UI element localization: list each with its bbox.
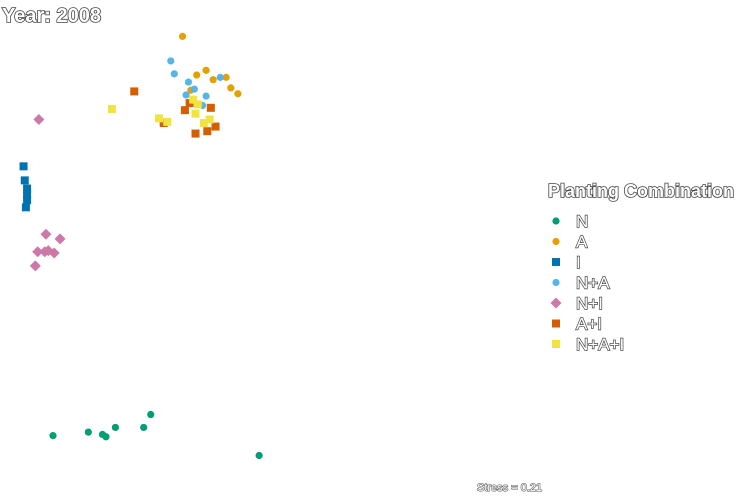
data-point bbox=[48, 247, 60, 259]
series-i bbox=[19, 162, 32, 212]
data-point bbox=[191, 129, 200, 138]
data-point bbox=[189, 95, 198, 104]
data-point bbox=[107, 104, 116, 113]
legend-item: N+A bbox=[552, 273, 611, 293]
data-point bbox=[193, 100, 202, 109]
data-point bbox=[193, 71, 201, 79]
data-point bbox=[182, 91, 190, 99]
data-point bbox=[130, 87, 139, 96]
data-point bbox=[29, 260, 41, 272]
data-point bbox=[170, 70, 178, 78]
series-a bbox=[178, 32, 242, 98]
data-point bbox=[180, 106, 189, 115]
legend-label: N+A+I bbox=[576, 335, 624, 354]
data-point bbox=[111, 423, 120, 432]
data-point bbox=[32, 246, 44, 258]
legend-key bbox=[552, 319, 560, 328]
legend-key bbox=[552, 278, 560, 287]
legend-label: N+A bbox=[576, 274, 610, 293]
data-point bbox=[202, 66, 210, 74]
legend-title: Planting Combination bbox=[548, 181, 734, 201]
legend-item: A bbox=[552, 232, 589, 252]
chart-title: Year: 2008 bbox=[2, 5, 101, 27]
data-point bbox=[227, 84, 235, 92]
data-point bbox=[19, 162, 28, 171]
data-point bbox=[222, 73, 230, 81]
data-point bbox=[49, 432, 57, 440]
series-n bbox=[49, 410, 263, 460]
data-point bbox=[203, 127, 212, 136]
data-point bbox=[163, 117, 172, 126]
data-point bbox=[40, 228, 52, 240]
legend-key bbox=[550, 297, 562, 309]
legend-item: A+I bbox=[552, 314, 603, 334]
data-point bbox=[21, 203, 30, 212]
legend-key bbox=[552, 217, 560, 225]
data-point bbox=[54, 233, 66, 245]
series-n-plus-a bbox=[167, 57, 224, 110]
legend-label: A bbox=[576, 233, 588, 252]
legend-key bbox=[552, 237, 560, 246]
series-n-plus-i bbox=[29, 114, 66, 272]
data-point bbox=[190, 85, 198, 93]
legend-label: N bbox=[576, 212, 588, 231]
data-point bbox=[255, 451, 263, 460]
data-point bbox=[42, 245, 54, 257]
data-point bbox=[23, 184, 32, 193]
legend-item: N bbox=[552, 211, 589, 232]
legend: Planting Combination NAI N+AN+I A+IN+A+I bbox=[547, 180, 735, 355]
data-point bbox=[199, 119, 208, 128]
legend-item: N+A+I bbox=[552, 334, 625, 355]
data-point bbox=[23, 196, 32, 205]
data-point bbox=[216, 73, 224, 81]
data-point bbox=[155, 114, 163, 123]
data-point bbox=[234, 90, 242, 98]
data-point bbox=[140, 423, 148, 432]
series-n-plus-a-plus-i bbox=[107, 95, 214, 128]
legend-key bbox=[552, 258, 560, 266]
legend-items: NAI N+AN+I A+IN+A+I bbox=[550, 211, 625, 355]
data-point bbox=[23, 190, 32, 199]
data-point bbox=[84, 428, 92, 436]
data-point bbox=[20, 176, 29, 185]
legend-label: A+I bbox=[576, 315, 602, 334]
legend-item: N+I bbox=[550, 293, 604, 314]
legend-item: I bbox=[552, 252, 581, 273]
points-layer bbox=[19, 32, 263, 460]
stress-annotation: Stress = 0.21 bbox=[477, 482, 542, 494]
data-point bbox=[184, 78, 193, 86]
legend-label: I bbox=[576, 253, 581, 272]
data-point bbox=[206, 103, 215, 112]
legend-key bbox=[552, 340, 560, 348]
data-point bbox=[202, 92, 210, 100]
data-point bbox=[33, 114, 45, 126]
data-point bbox=[211, 122, 220, 131]
data-point bbox=[209, 76, 217, 84]
data-point bbox=[147, 410, 155, 419]
data-point bbox=[178, 32, 187, 40]
data-point bbox=[205, 115, 214, 124]
data-point bbox=[102, 433, 110, 441]
data-point bbox=[191, 109, 200, 118]
legend-label: N+I bbox=[576, 294, 603, 313]
data-point bbox=[167, 57, 175, 65]
